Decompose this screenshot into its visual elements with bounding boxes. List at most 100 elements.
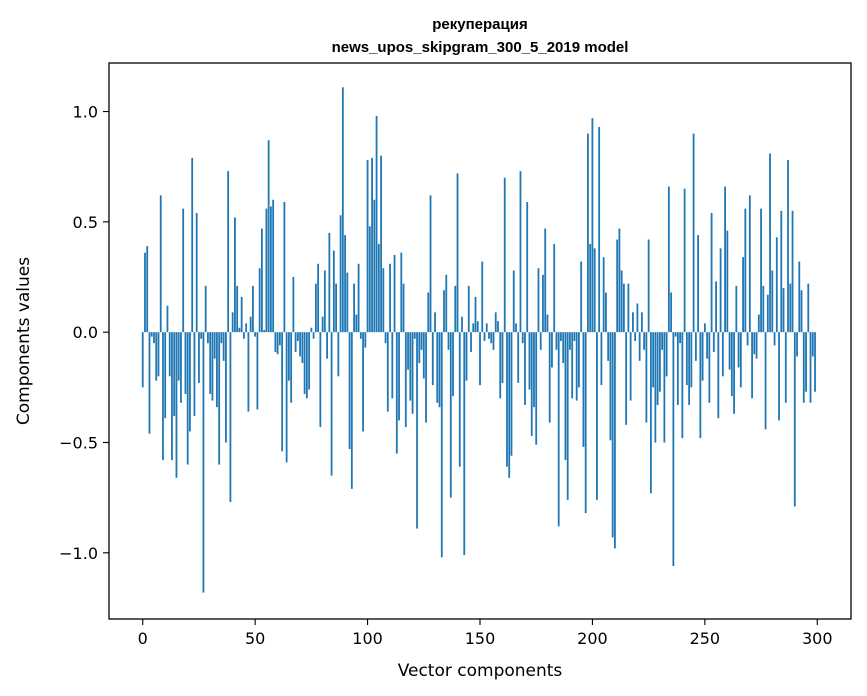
bar bbox=[146, 246, 149, 333]
bar bbox=[429, 195, 432, 333]
bar bbox=[180, 332, 182, 403]
bar bbox=[366, 160, 369, 333]
bar bbox=[778, 332, 780, 421]
bar bbox=[191, 157, 194, 333]
bar bbox=[551, 332, 553, 368]
bar bbox=[440, 332, 443, 558]
bar bbox=[377, 243, 380, 333]
bar bbox=[364, 332, 367, 348]
bar bbox=[213, 332, 216, 359]
bar bbox=[292, 277, 295, 333]
bar bbox=[589, 243, 592, 333]
bar bbox=[150, 332, 153, 337]
bar bbox=[310, 327, 313, 333]
bar bbox=[587, 133, 589, 333]
bar bbox=[717, 332, 720, 419]
bar bbox=[798, 261, 801, 333]
bar bbox=[688, 332, 691, 405]
bar bbox=[593, 248, 596, 333]
bar bbox=[211, 332, 214, 401]
bar bbox=[553, 243, 556, 333]
bar bbox=[177, 332, 180, 381]
bar bbox=[398, 332, 400, 421]
bar bbox=[773, 332, 776, 346]
bar bbox=[616, 239, 619, 333]
x-axis-label: Vector components bbox=[398, 661, 563, 681]
bar bbox=[348, 332, 351, 450]
bar bbox=[512, 270, 515, 333]
bar bbox=[685, 332, 688, 386]
bar bbox=[629, 332, 632, 401]
bar bbox=[715, 281, 717, 333]
bar bbox=[667, 186, 670, 333]
bar bbox=[521, 332, 524, 344]
bar bbox=[182, 208, 185, 333]
bar bbox=[548, 332, 551, 423]
bar bbox=[524, 332, 526, 405]
bar bbox=[256, 332, 259, 410]
bar bbox=[578, 332, 580, 388]
bar bbox=[625, 332, 628, 425]
bar bbox=[640, 312, 643, 333]
bar bbox=[683, 188, 686, 333]
bar bbox=[485, 323, 488, 333]
bar bbox=[296, 332, 299, 341]
bar bbox=[267, 140, 270, 333]
bar bbox=[739, 332, 742, 388]
bar bbox=[314, 283, 317, 333]
bar bbox=[744, 208, 747, 333]
bar bbox=[209, 332, 212, 394]
bar bbox=[162, 332, 164, 461]
bar bbox=[317, 263, 320, 333]
bar bbox=[730, 332, 733, 397]
bar bbox=[530, 332, 533, 436]
bar bbox=[153, 332, 155, 344]
bar bbox=[265, 208, 268, 333]
bar bbox=[476, 321, 479, 333]
x-tick-label: 300 bbox=[802, 629, 833, 648]
bar bbox=[600, 332, 603, 386]
bar bbox=[535, 332, 538, 445]
bar bbox=[811, 332, 814, 357]
bar bbox=[458, 332, 461, 467]
bar bbox=[276, 332, 279, 355]
bar bbox=[690, 332, 693, 388]
bar bbox=[724, 186, 726, 333]
bar bbox=[355, 314, 358, 333]
bar bbox=[591, 118, 594, 333]
bar bbox=[584, 332, 587, 514]
bar bbox=[249, 316, 252, 333]
bar bbox=[436, 332, 439, 403]
bar bbox=[157, 332, 160, 377]
bar bbox=[533, 332, 535, 408]
chart-title-line1: рекуперация bbox=[432, 16, 527, 33]
bar bbox=[193, 332, 196, 417]
bar bbox=[382, 268, 385, 333]
bar bbox=[526, 202, 529, 333]
bar bbox=[189, 332, 191, 432]
bar bbox=[308, 332, 311, 390]
bar bbox=[447, 332, 450, 350]
bar bbox=[470, 332, 472, 353]
bar bbox=[737, 332, 740, 368]
bar bbox=[766, 294, 769, 333]
bar bbox=[166, 305, 169, 333]
bar bbox=[202, 332, 205, 593]
bar bbox=[764, 332, 767, 430]
bar bbox=[144, 252, 146, 333]
bar bbox=[335, 283, 337, 333]
bar bbox=[229, 332, 232, 503]
bar bbox=[539, 332, 542, 350]
bar bbox=[413, 332, 416, 339]
bar bbox=[564, 332, 567, 461]
bar bbox=[422, 332, 425, 379]
bar bbox=[357, 263, 360, 333]
bar bbox=[760, 208, 762, 333]
bar bbox=[261, 228, 263, 333]
bar bbox=[467, 285, 470, 333]
bar bbox=[708, 332, 711, 403]
bar bbox=[645, 332, 648, 423]
bar bbox=[425, 332, 427, 423]
bar bbox=[384, 332, 387, 344]
